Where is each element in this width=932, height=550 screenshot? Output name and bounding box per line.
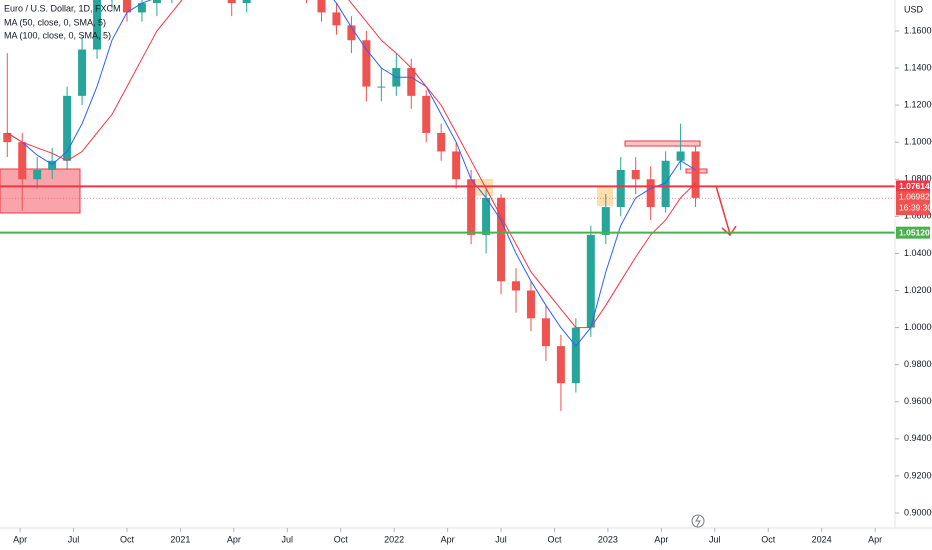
candle-body: [422, 95, 431, 133]
x-tick-label: Apr: [654, 534, 668, 544]
x-tick-label: Jul: [495, 534, 507, 544]
candle-body: [347, 25, 356, 41]
candle-body: [152, 0, 161, 4]
price-level-tag: [896, 180, 930, 193]
candle-body: [242, 0, 251, 4]
plot-area: [0, 0, 895, 412]
axis-unit: USD: [904, 4, 924, 14]
y-tick-label: 1.16000: [904, 25, 932, 35]
candle-body: [482, 197, 491, 235]
x-tick-label: 2023: [598, 534, 618, 544]
x-tick-label: Oct: [334, 534, 349, 544]
arrow: [715, 185, 731, 235]
candle-body: [33, 170, 42, 180]
last-price-tag: [896, 191, 930, 216]
moving-average-line: [7, 0, 696, 329]
candle-body: [437, 132, 446, 152]
y-tick-label: 1.08000: [904, 174, 932, 184]
highlight-box: [597, 186, 613, 206]
candle-body: [48, 160, 57, 171]
x-tick-label: 2022: [384, 534, 404, 544]
candle-body: [661, 160, 670, 208]
replay-icon: [691, 514, 705, 528]
y-tick-label: 1.02000: [904, 285, 932, 295]
candle-body: [586, 234, 595, 328]
candle-body: [407, 68, 416, 96]
price-level-tag: [896, 226, 930, 239]
candle-body: [227, 0, 236, 4]
candle-body: [541, 318, 550, 347]
candle-body: [526, 290, 535, 319]
chart-title: Euro / U.S. Dollar, 1D, FXCM: [4, 3, 121, 13]
candle-body: [571, 327, 580, 384]
last-price-label: 1.06982: [899, 191, 930, 201]
replay-icon-bolt: [695, 515, 701, 527]
candle-body: [601, 207, 610, 235]
countdown-label: 16:39:30: [899, 202, 932, 212]
candle-body: [18, 142, 27, 180]
candle-body: [467, 179, 476, 235]
candle-body: [631, 170, 640, 180]
x-tick-label: Oct: [761, 534, 776, 544]
moving-average-line: [7, 0, 696, 347]
x-tick-label: Jul: [68, 534, 80, 544]
y-tick-label: 1.06000: [904, 211, 932, 221]
candle-body: [63, 95, 72, 161]
x-tick-label: 2021: [170, 534, 190, 544]
candle-body: [332, 12, 341, 26]
arrow-head: [721, 225, 737, 237]
candle-body: [497, 197, 506, 282]
x-tick-label: Jul: [709, 534, 721, 544]
candle-body: [377, 86, 386, 88]
candle-body: [362, 40, 371, 87]
x-tick-label: Apr: [868, 534, 882, 544]
candle-body: [317, 0, 326, 13]
x-tick-label: Jul: [282, 534, 294, 544]
y-tick-label: 1.12000: [904, 99, 932, 109]
y-tick-label: 1.14000: [904, 62, 932, 72]
price-level-label: 1.05120: [899, 227, 930, 237]
candle-body: [137, 3, 146, 13]
x-tick-label: Apr: [13, 534, 27, 544]
legend-entry: MA (100, close, 0, SMA, 5): [4, 30, 111, 40]
candle-body: [122, 0, 131, 13]
y-tick-label: 1.10000: [904, 137, 932, 147]
candle-body: [78, 49, 87, 96]
candle-body: [676, 151, 685, 161]
price-level-label: 1.07614: [899, 181, 930, 191]
y-tick-label: 1.04000: [904, 248, 932, 258]
candle-body: [616, 170, 625, 208]
candle-body: [691, 151, 700, 198]
candle-body: [556, 346, 565, 384]
x-tick-label: Apr: [227, 534, 241, 544]
highlight-box: [475, 179, 493, 196]
x-tick-label: Apr: [441, 534, 455, 544]
resistance-box: [624, 140, 701, 147]
candle-body: [3, 132, 12, 143]
y-tick-label: 1.00000: [904, 322, 932, 332]
candle-body: [93, 0, 102, 50]
candle-body: [452, 151, 461, 180]
candle-body: [646, 179, 655, 208]
x-tick-label: Oct: [547, 534, 562, 544]
x-tick-label: 2024: [812, 534, 832, 544]
candle-body: [512, 281, 521, 291]
y-tick-label: 0.98000: [904, 359, 932, 369]
legend-entry: MA (50, close, 0, SMA, 5): [4, 17, 106, 27]
x-tick-label: Oct: [120, 534, 135, 544]
